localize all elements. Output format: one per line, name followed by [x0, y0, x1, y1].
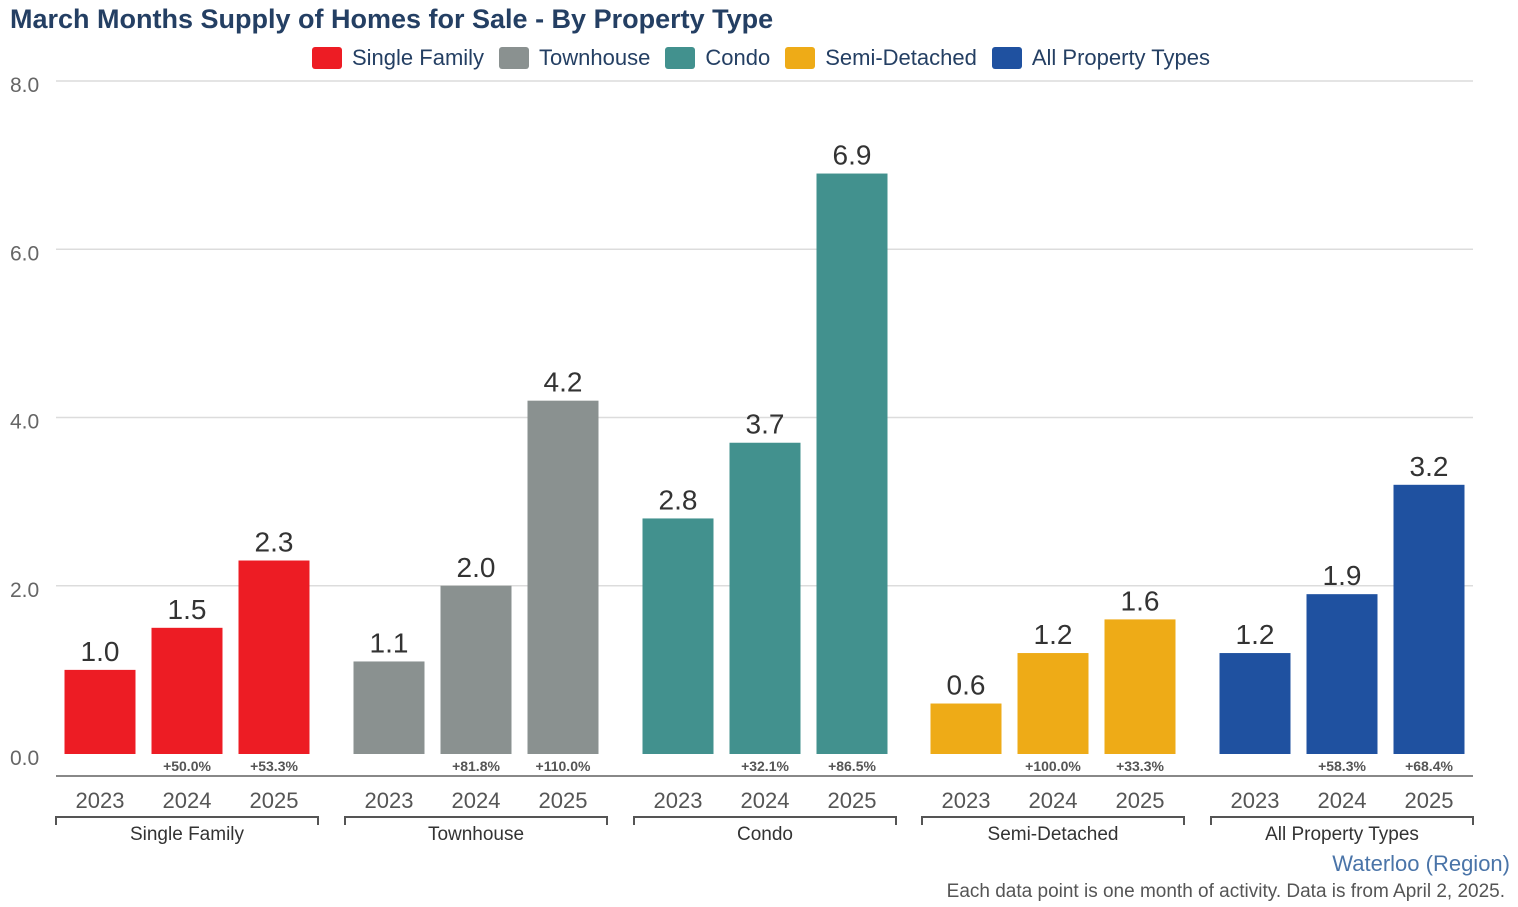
legend-item-condo[interactable]: Condo [665, 45, 770, 71]
y-tick-label: 6.0 [10, 242, 39, 265]
x-tick-label-year: 2025 [1116, 788, 1165, 813]
legend-item-all-property-types[interactable]: All Property Types [991, 45, 1210, 71]
bar-townhouse-2023 [353, 661, 425, 754]
data-label: 6.9 [833, 140, 872, 171]
change-label: +86.5% [828, 758, 876, 774]
legend-item-single-family[interactable]: Single Family [312, 45, 484, 71]
legend-item-townhouse[interactable]: Townhouse [499, 45, 650, 71]
x-tick-label-year: 2025 [539, 788, 588, 813]
group-bracket [344, 816, 608, 825]
x-tick-label-year: 2024 [1029, 788, 1078, 813]
bar-townhouse-2024 [440, 585, 512, 754]
data-label: 1.9 [1323, 560, 1362, 591]
region-label: Waterloo (Region) [1332, 851, 1510, 876]
data-label: 3.7 [746, 409, 785, 440]
data-label: 1.6 [1121, 585, 1160, 616]
legend-swatch-semi-detached [785, 47, 816, 69]
y-tick-label: 2.0 [10, 579, 39, 602]
data-label: 2.3 [255, 527, 294, 558]
x-tick-label-year: 2023 [942, 788, 991, 813]
x-tick-label-year: 2025 [250, 788, 299, 813]
bar-single-family-2023 [64, 669, 136, 754]
data-label: 1.0 [81, 636, 120, 667]
x-tick-label-year: 2023 [365, 788, 414, 813]
change-label: +110.0% [536, 758, 591, 774]
group-bracket [1210, 816, 1474, 825]
bar-semi-detached-2024 [1017, 653, 1089, 754]
legend-swatch-condo [665, 47, 696, 69]
x-group-label: Semi-Detached [988, 824, 1119, 845]
change-label: +58.3% [1318, 758, 1366, 774]
legend-swatch-townhouse [499, 47, 530, 69]
change-label: +68.4% [1405, 758, 1453, 774]
bar-condo-2024 [729, 442, 801, 754]
data-label: 1.2 [1034, 619, 1073, 650]
x-tick-label-year: 2024 [1318, 788, 1367, 813]
bar-condo-2023 [642, 518, 714, 754]
chart-title: March Months Supply of Homes for Sale - … [10, 4, 774, 34]
bar-townhouse-2025 [527, 400, 599, 754]
bar-all-property-types-2024 [1306, 594, 1378, 754]
x-tick-label-year: 2024 [741, 788, 790, 813]
legend-swatch-all-property-types [991, 47, 1022, 69]
legend-label-townhouse: Townhouse [539, 45, 651, 70]
group-bracket [921, 816, 1185, 825]
y-tick-label: 4.0 [10, 411, 39, 434]
x-tick-label-year: 2025 [1405, 788, 1454, 813]
change-label: +81.8% [452, 758, 500, 774]
data-label: 1.1 [370, 627, 409, 658]
legend-label-single-family: Single Family [352, 45, 485, 70]
x-group-label: Single Family [130, 824, 245, 845]
data-label: 3.2 [1410, 451, 1449, 482]
legend-item-semi-detached[interactable]: Semi-Detached [785, 45, 977, 71]
x-tick-label-year: 2023 [76, 788, 125, 813]
x-group-label: All Property Types [1265, 824, 1419, 845]
x-tick-label-year: 2024 [452, 788, 501, 813]
footer-note: Each data point is one month of activity… [946, 881, 1505, 902]
x-tick-label-year: 2025 [828, 788, 877, 813]
x-tick-label-year: 2024 [163, 788, 212, 813]
data-label: 0.6 [947, 670, 986, 701]
legend-swatch-single-family [312, 47, 342, 69]
legend-label-all-property-types: All Property Types [1031, 45, 1210, 70]
change-label: +50.0% [163, 758, 211, 774]
group-bracket [633, 816, 897, 825]
data-label: 1.5 [168, 594, 207, 625]
bar-single-family-2024 [151, 627, 223, 754]
x-tick-label-year: 2023 [654, 788, 703, 813]
change-label: +32.1% [741, 758, 789, 774]
bar-all-property-types-2023 [1219, 653, 1291, 754]
data-label: 4.2 [544, 367, 583, 398]
data-label: 1.2 [1236, 619, 1275, 650]
bar-semi-detached-2025 [1104, 619, 1176, 754]
change-label: +33.3% [1116, 758, 1164, 774]
legend-label-semi-detached: Semi-Detached [825, 45, 977, 70]
change-label: +53.3% [250, 758, 298, 774]
data-label: 2.8 [659, 484, 698, 515]
y-tick-label: 8.0 [10, 74, 39, 97]
x-group-label: Townhouse [428, 824, 524, 845]
y-tick-label: 0.0 [10, 747, 39, 770]
change-label: +100.0% [1025, 758, 1081, 774]
legend-label-condo: Condo [705, 45, 771, 70]
bar-condo-2025 [816, 173, 888, 755]
bar-all-property-types-2025 [1393, 484, 1465, 754]
x-tick-label-year: 2023 [1231, 788, 1280, 813]
x-group-label: Condo [737, 824, 793, 845]
group-bracket [55, 816, 319, 825]
legend: Single Family Townhouse Condo Semi-Detac… [312, 45, 1225, 71]
data-label: 2.0 [457, 552, 496, 583]
bar-single-family-2025 [238, 560, 310, 754]
bar-semi-detached-2023 [930, 703, 1002, 754]
